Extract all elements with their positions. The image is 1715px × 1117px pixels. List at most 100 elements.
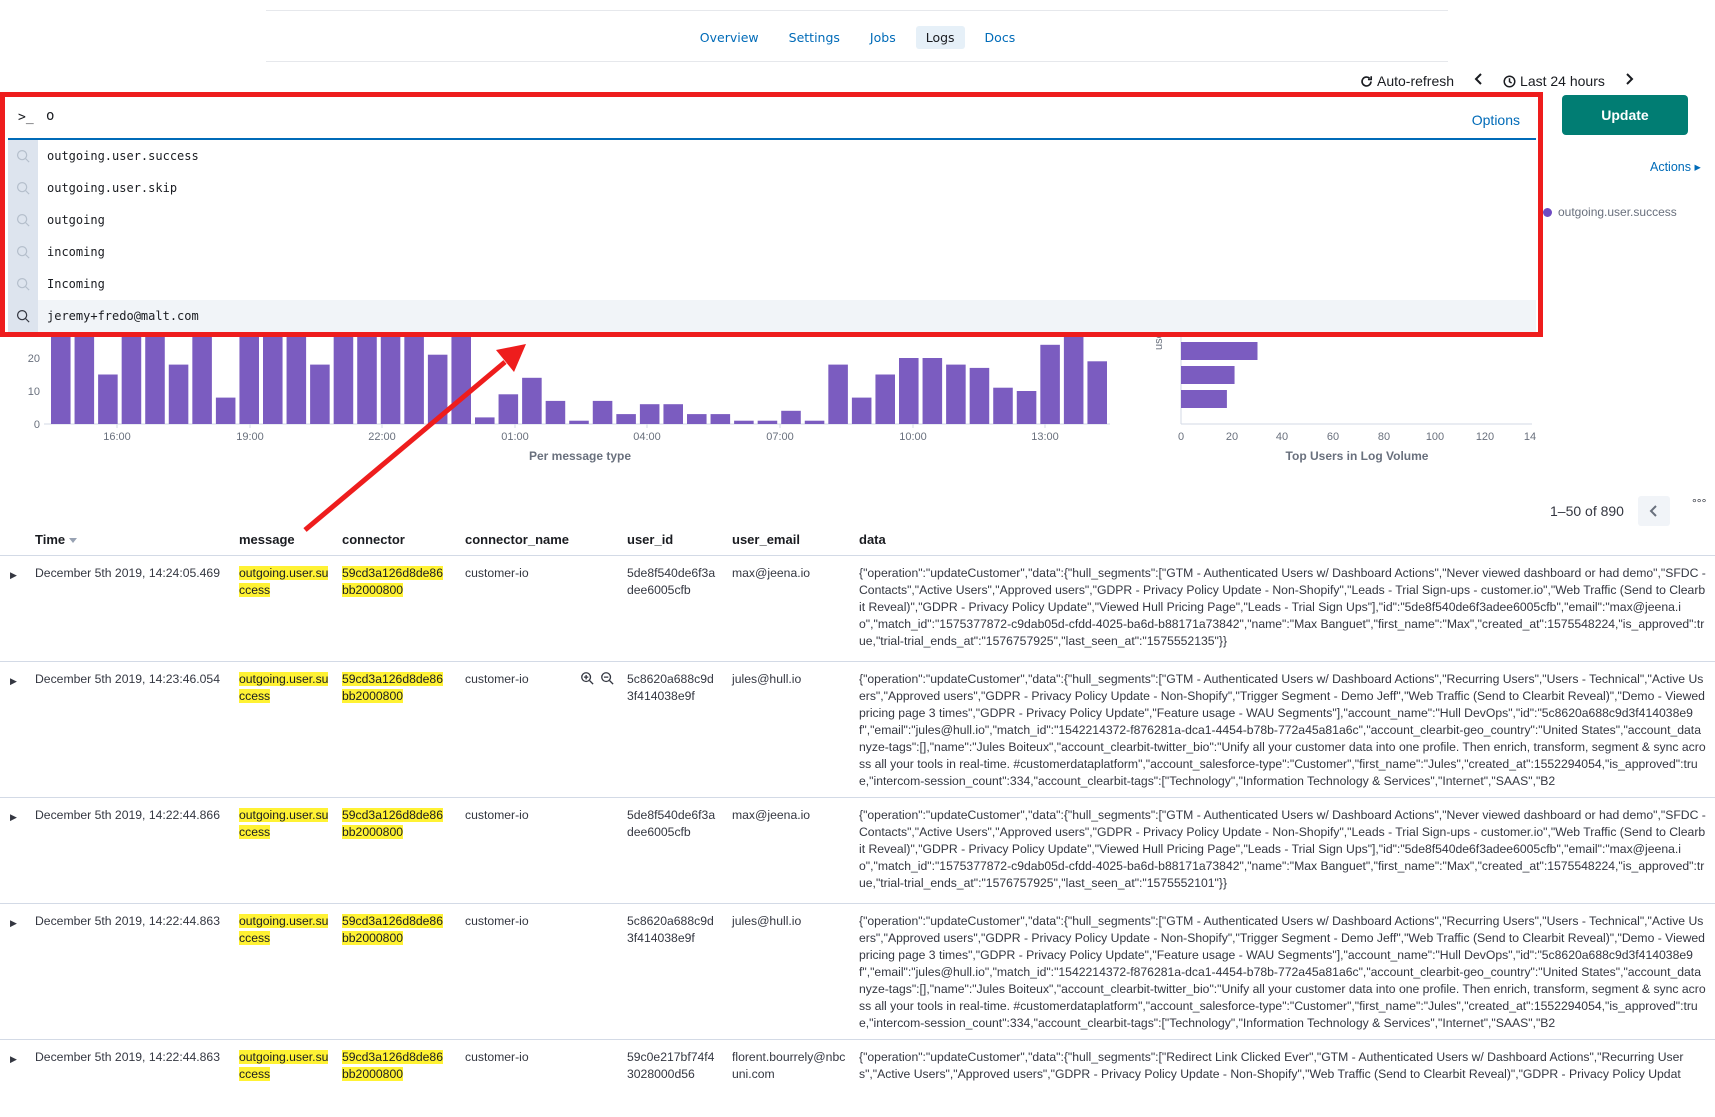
- time-range-picker[interactable]: Last 24 hours: [1503, 73, 1605, 89]
- x-tick-label: 04:00: [633, 431, 661, 443]
- cell-user-email: max@jeena.io: [732, 566, 811, 580]
- tab-overview[interactable]: Overview: [699, 30, 759, 45]
- y-tick-label: 0: [34, 419, 40, 431]
- suggestion-list: outgoing.user.success outgoing.user.skip…: [8, 140, 1536, 332]
- bar: [404, 331, 424, 424]
- table-row[interactable]: ▶ December 5th 2019, 14:22:44.863 outgoi…: [0, 1040, 1715, 1117]
- search-icon: [8, 204, 38, 236]
- table-row[interactable]: ▶ December 5th 2019, 14:24:05.469 outgoi…: [0, 556, 1715, 662]
- bar: [875, 374, 895, 424]
- row-expand-icon[interactable]: ▶: [10, 1054, 17, 1064]
- suggestion-item[interactable]: Incoming: [8, 268, 1536, 300]
- bar: [286, 331, 307, 424]
- suggestion-item[interactable]: outgoing.user.success: [8, 140, 1536, 172]
- bar: [168, 364, 189, 424]
- query-input[interactable]: o: [46, 108, 55, 124]
- x-tick-label: 40: [1276, 431, 1288, 443]
- column-header-data[interactable]: data: [859, 532, 886, 547]
- table-row[interactable]: ▶ December 5th 2019, 14:22:44.866 outgoi…: [0, 798, 1715, 904]
- tab-docs[interactable]: Docs: [984, 30, 1016, 45]
- cell-connector-name: customer-io: [465, 672, 529, 686]
- tab-logs[interactable]: Logs: [915, 26, 965, 49]
- search-icon: [8, 140, 38, 172]
- column-header-connector-name[interactable]: connector_name: [465, 532, 570, 547]
- bar: [145, 331, 165, 424]
- charts-area: 0 10 20 16:00 19:00 22:00 01:00 04:00 07:00 10:00…: [28, 330, 1536, 463]
- suggestion-item[interactable]: outgoing.user.skip: [8, 172, 1536, 204]
- bar: [851, 397, 872, 424]
- row-expand-icon[interactable]: ▶: [10, 676, 17, 686]
- search-icon: [8, 268, 38, 300]
- suggestion-text: outgoing.user.skip: [47, 181, 178, 195]
- chevron-left-icon: [1650, 505, 1658, 517]
- x-tick-label: 13:00: [1031, 431, 1059, 443]
- update-button[interactable]: Update: [1562, 95, 1688, 135]
- column-header-time[interactable]: Time: [35, 532, 77, 547]
- cell-connector: 59cd3a126d8de86bb2000800: [342, 913, 447, 947]
- actions-link[interactable]: Actions ▸: [1650, 160, 1701, 174]
- bar: [475, 417, 495, 424]
- auto-refresh-button[interactable]: Auto-refresh: [1360, 73, 1454, 89]
- query-prompt-icon: >_: [18, 110, 34, 125]
- column-header-user-id[interactable]: user_id: [627, 532, 674, 547]
- bar: [1063, 331, 1084, 424]
- bar: [781, 410, 801, 424]
- chart-legend[interactable]: outgoing.user.success: [1543, 205, 1677, 219]
- suggestion-text: jeremy+fredo@malt.com: [47, 309, 199, 323]
- suggestion-text: outgoing.user.success: [47, 149, 199, 163]
- more-options-button[interactable]: °°°: [1692, 496, 1707, 510]
- x-tick-label: 01:00: [501, 431, 529, 443]
- cell-connector: 59cd3a126d8de86bb2000800: [342, 1049, 447, 1083]
- table-row[interactable]: ▶ December 5th 2019, 14:22:44.863 outgoi…: [0, 904, 1715, 1040]
- chevron-left-icon: [1474, 73, 1482, 85]
- row-expand-icon[interactable]: ▶: [10, 812, 17, 822]
- cell-connector: 59cd3a126d8de86bb2000800: [342, 807, 447, 841]
- bar: [757, 420, 778, 424]
- cell-connector-text: 59cd3a126d8de86bb2000800: [342, 808, 443, 839]
- cell-connector-name: customer-io: [465, 566, 529, 580]
- time-prev-button[interactable]: [1462, 72, 1495, 90]
- tab-jobs[interactable]: Jobs: [869, 30, 896, 45]
- bar: [451, 331, 471, 424]
- query-bar[interactable]: >_ o Options: [8, 100, 1536, 140]
- cell-message-text: outgoing.user.success: [239, 1050, 329, 1081]
- previous-page-button[interactable]: [1637, 496, 1670, 526]
- cell-user-id: 5c8620a688c9d3f414038e9f: [627, 914, 714, 945]
- cell-connector-text: 59cd3a126d8de86bb2000800: [342, 914, 443, 945]
- column-header-connector[interactable]: connector: [342, 532, 405, 547]
- row-expand-icon[interactable]: ▶: [10, 570, 17, 580]
- x-tick-label: 07:00: [766, 431, 794, 443]
- cell-message: outgoing.user.success: [239, 1049, 329, 1083]
- bar: [98, 374, 118, 424]
- query-options-button[interactable]: Options: [1471, 112, 1520, 128]
- cell-message: outgoing.user.success: [239, 565, 329, 599]
- suggestion-item-selected[interactable]: jeremy+fredo@malt.com: [8, 300, 1536, 332]
- sort-desc-icon: [68, 538, 77, 543]
- bar: [804, 420, 825, 424]
- cell-user-email: max@jeena.io: [732, 808, 811, 822]
- cell-data: {"operation":"updateCustomer","data":{"h…: [859, 566, 1706, 648]
- row-expand-icon[interactable]: ▶: [10, 918, 17, 928]
- search-icon: [8, 236, 38, 268]
- time-next-button[interactable]: [1613, 72, 1646, 90]
- cell-user-email: jules@hull.io: [732, 672, 802, 686]
- table-header: Time message connector connector_name us…: [0, 528, 1715, 556]
- bar: [569, 420, 589, 424]
- zoom-out-icon[interactable]: [600, 671, 614, 685]
- tab-settings[interactable]: Settings: [788, 30, 840, 45]
- x-tick-label: 10:00: [899, 431, 927, 443]
- suggestion-item[interactable]: incoming: [8, 236, 1536, 268]
- table-row[interactable]: ▶ December 5th 2019, 14:23:46.054 outgoi…: [0, 662, 1715, 798]
- cell-message: outgoing.user.success: [239, 671, 329, 705]
- cell-data: {"operation":"updateCustomer","data":{"h…: [859, 808, 1706, 890]
- x-tick-label: 14: [1524, 431, 1536, 443]
- bar: [592, 400, 613, 424]
- cell-message-text: outgoing.user.success: [239, 914, 329, 945]
- suggestion-item[interactable]: outgoing: [8, 204, 1536, 236]
- column-header-message[interactable]: message: [239, 532, 295, 547]
- zoom-in-icon[interactable]: [580, 671, 594, 685]
- column-header-user-email[interactable]: user_email: [732, 532, 800, 547]
- bar: [1181, 366, 1235, 384]
- x-tick-label: 80: [1378, 431, 1390, 443]
- cell-message: outgoing.user.success: [239, 913, 329, 947]
